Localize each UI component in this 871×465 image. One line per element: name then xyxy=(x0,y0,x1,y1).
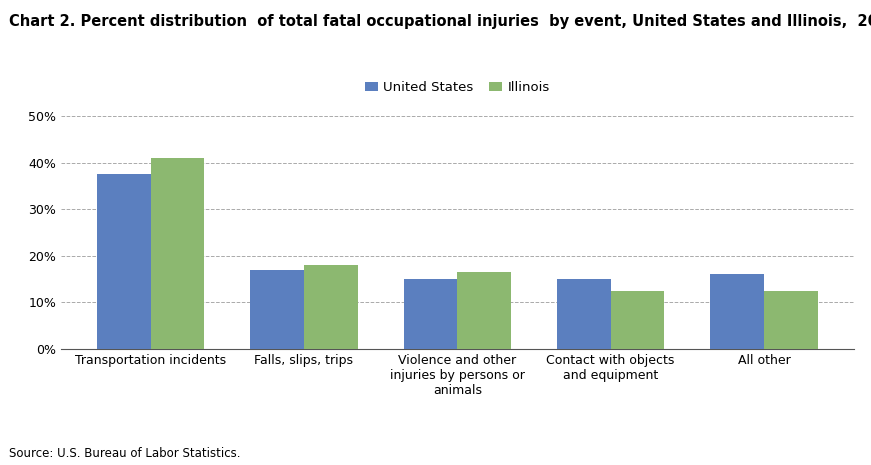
Bar xyxy=(611,291,665,349)
Legend: United States, Illinois: United States, Illinois xyxy=(365,81,550,94)
Bar xyxy=(250,270,304,349)
Bar xyxy=(457,272,511,349)
Text: Source: U.S. Bureau of Labor Statistics.: Source: U.S. Bureau of Labor Statistics. xyxy=(9,447,240,460)
Bar xyxy=(151,158,205,349)
Text: Chart 2. Percent distribution  of total fatal occupational injuries  by event, U: Chart 2. Percent distribution of total f… xyxy=(9,14,871,29)
Bar xyxy=(557,279,611,349)
Bar xyxy=(304,265,358,349)
Bar xyxy=(710,274,764,349)
Bar xyxy=(403,279,457,349)
Bar xyxy=(764,291,818,349)
Bar xyxy=(97,174,151,349)
